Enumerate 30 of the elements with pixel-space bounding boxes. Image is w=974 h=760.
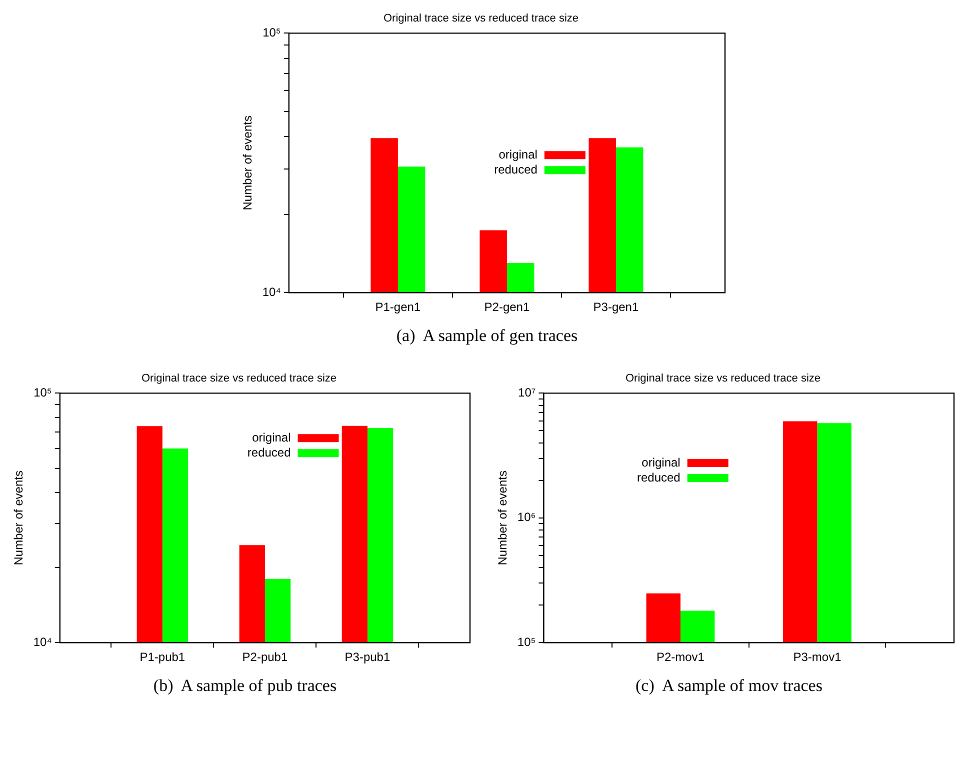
y-tick-label: 10⁵ (517, 634, 536, 649)
legend-label: reduced (494, 162, 538, 176)
x-tick-label: P3-pub1 (344, 650, 390, 664)
x-tick-label: P2-pub1 (242, 650, 288, 664)
y-tick-label: 10⁷ (518, 386, 536, 400)
y-tick-label: 10⁶ (517, 510, 536, 524)
x-tick-label: P3-mov1 (793, 650, 842, 664)
chart-title: Original trace size vs reduced trace size (383, 12, 579, 25)
y-axis-title: Number of events (12, 470, 26, 566)
y-tick-label: 10⁴ (262, 284, 281, 299)
y-tick-label: 10⁴ (33, 634, 52, 649)
x-tick-label: P3-gen1 (593, 300, 639, 314)
chart-title: Original trace size vs reduced trace size (625, 372, 821, 385)
text: (c) A sample of mov traces (634, 676, 824, 696)
x-tick-label: P2-mov1 (656, 650, 705, 664)
y-axis-title: Number of events (240, 116, 255, 210)
legend-label: reduced (247, 445, 291, 460)
x-tick-label: P2-gen1 (484, 300, 530, 314)
y-tick-label: 10⁵ (34, 386, 52, 400)
x-tick-label: P1-gen1 (375, 300, 421, 314)
y-tick-label: 10⁵ (262, 26, 281, 40)
legend-label: reduced (636, 470, 680, 484)
text: (b) A sample of pub traces (152, 676, 338, 696)
legend-label: original (642, 455, 680, 470)
x-tick-label: P1-pub1 (140, 650, 186, 664)
legend-label: original (498, 147, 538, 162)
text: (a) A sample of gen traces (395, 326, 579, 346)
legend-label: original (252, 430, 291, 444)
y-axis-title: Number of events (496, 470, 510, 566)
chart-title: Original trace size vs reduced trace size (141, 372, 337, 385)
